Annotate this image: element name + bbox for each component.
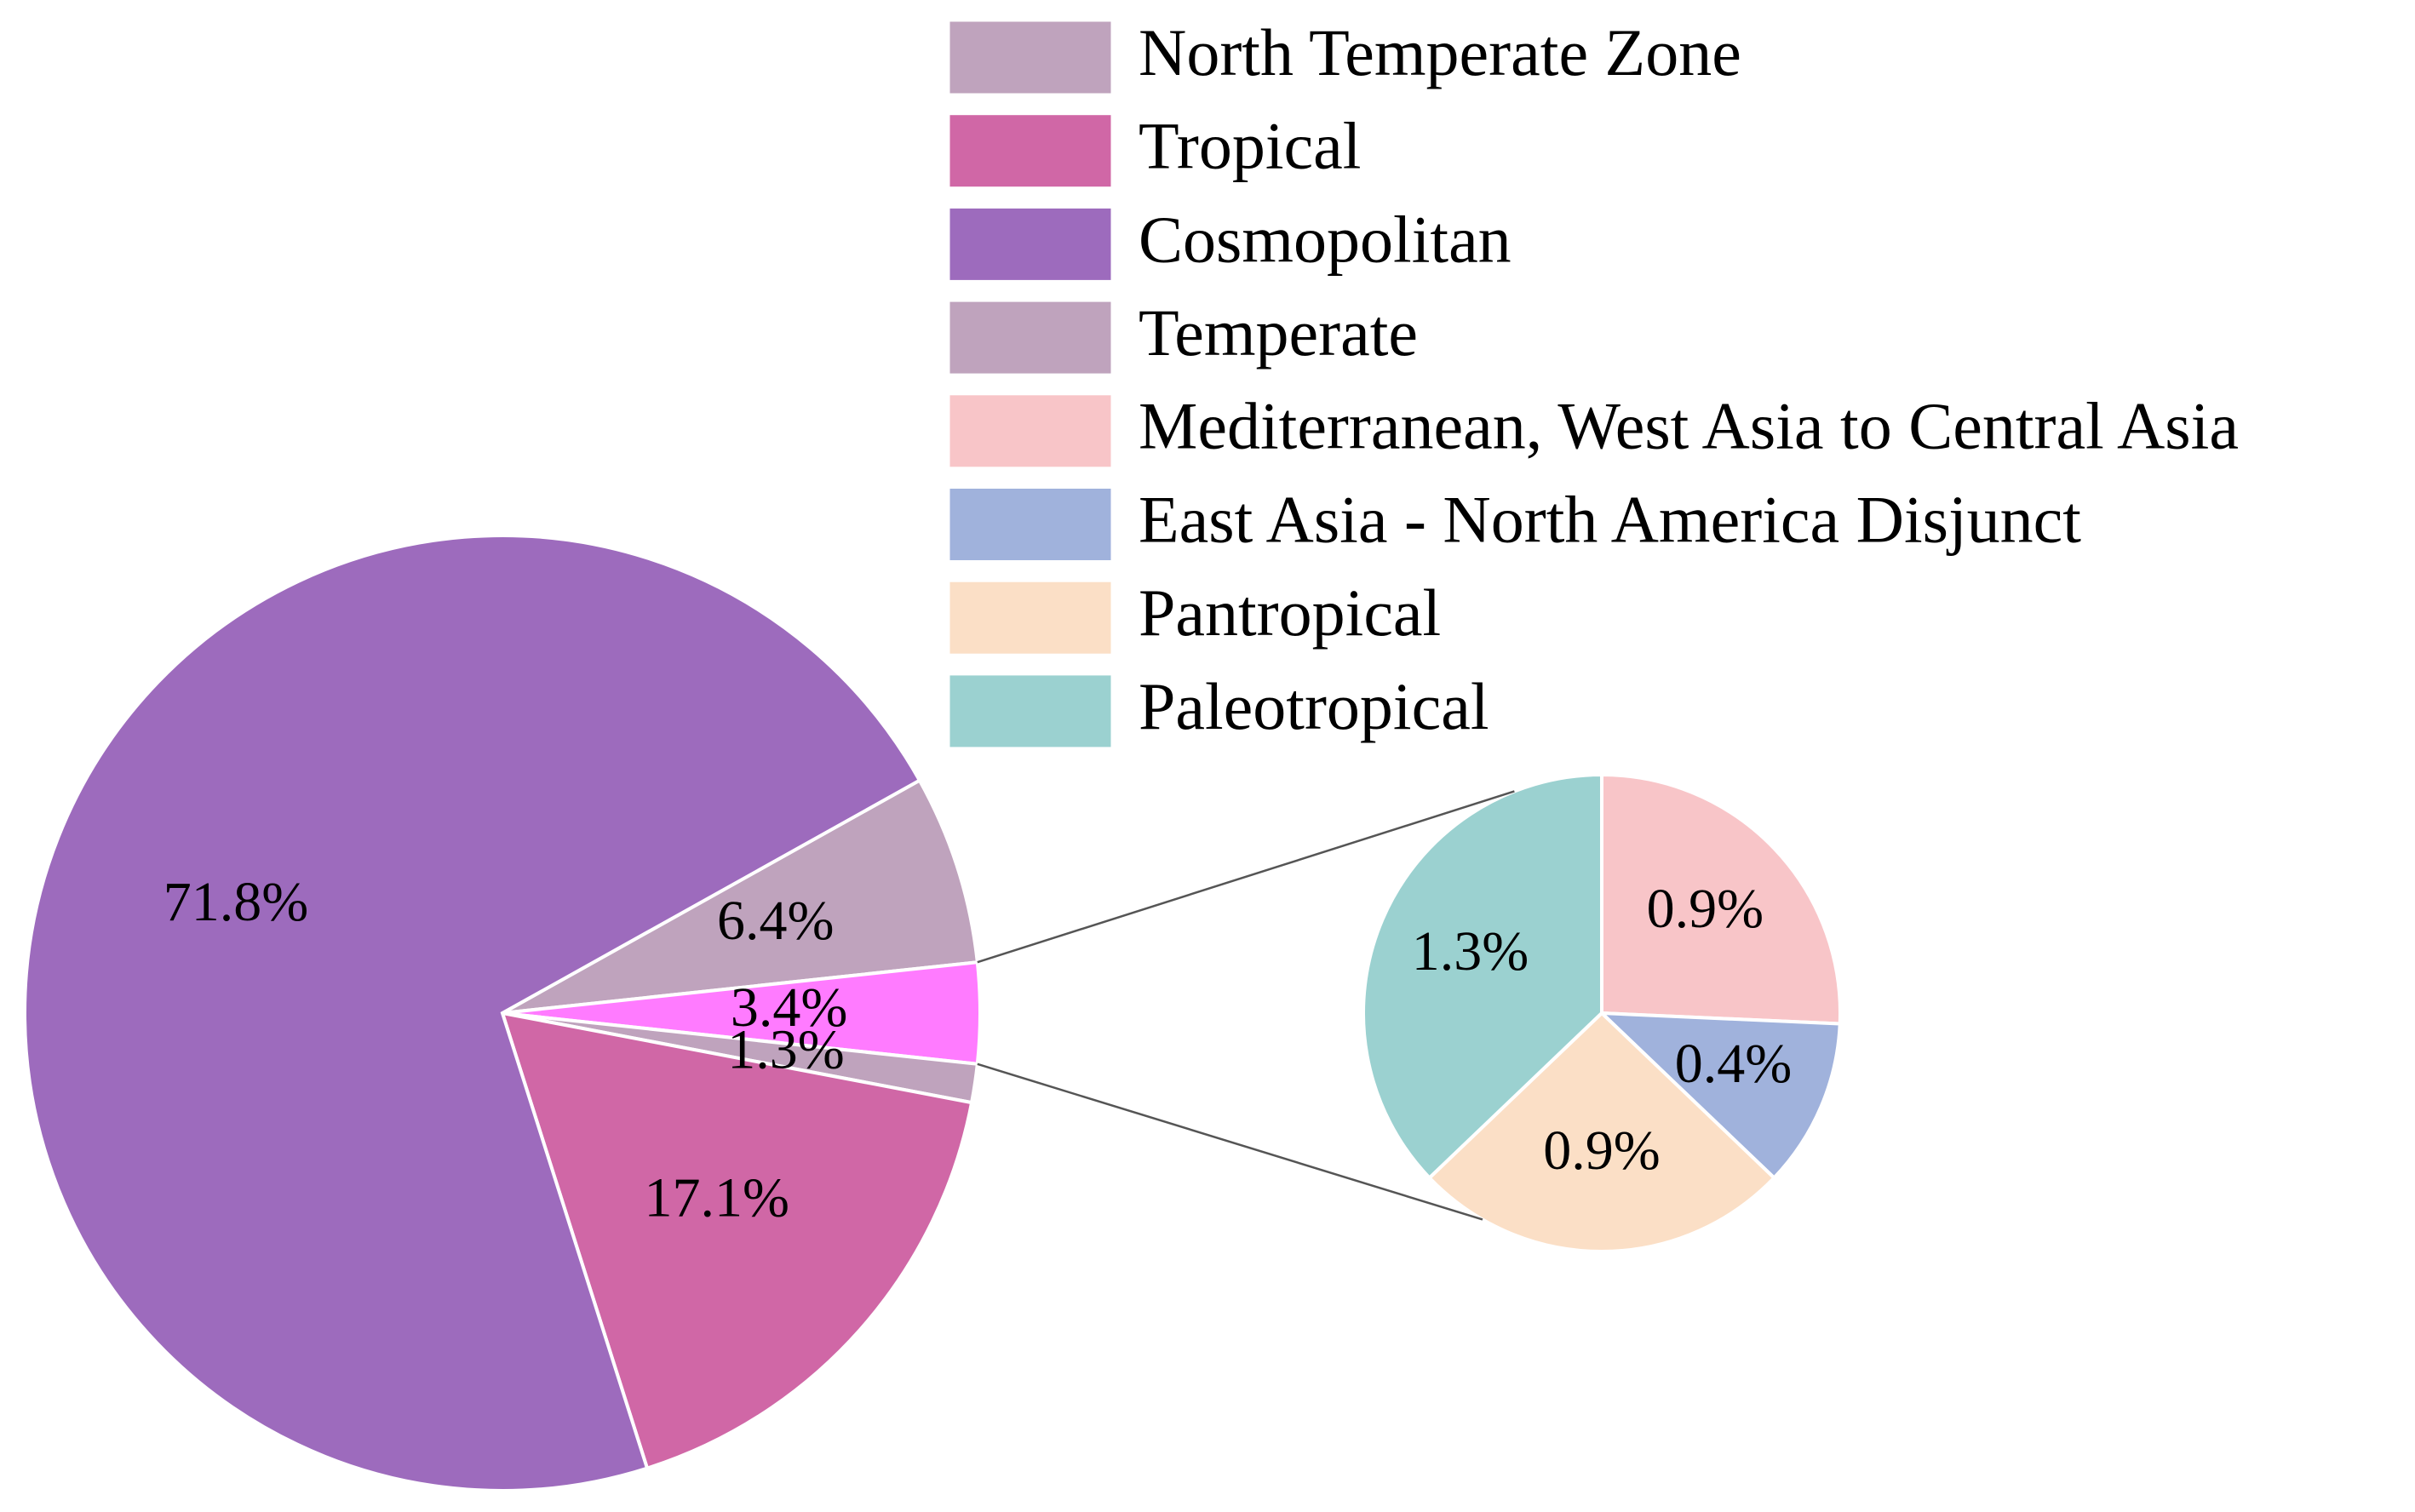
pie-wedge: [1597, 1011, 1842, 1181]
value-label: 0.9%: [1543, 1120, 1660, 1182]
legend-label: Tropical: [1139, 109, 1361, 183]
legend-label: East Asia - North America Disjunct: [1139, 482, 2081, 556]
pie-wedge: [502, 777, 980, 1015]
pie-wedge: [1362, 772, 1603, 1181]
legend-swatch: [947, 112, 1114, 190]
value-label: 6.4%: [717, 890, 834, 952]
legend-label: Temperate: [1139, 295, 1418, 369]
connector-line: [977, 1062, 1483, 1221]
value-label: 71.8%: [163, 871, 308, 933]
value-label: 0.4%: [1675, 1033, 1792, 1095]
legend-swatch: [947, 19, 1114, 96]
legend-swatch: [947, 205, 1114, 283]
legend-swatch: [947, 392, 1114, 470]
legend-label: Cosmopolitan: [1139, 202, 1512, 276]
pie-wedge: [1426, 1011, 1777, 1253]
value-label: 1.3%: [1412, 920, 1529, 982]
connector-line: [977, 790, 1515, 964]
legend-swatch: [947, 299, 1114, 376]
value-label: 0.9%: [1647, 878, 1764, 940]
legend-swatch: [947, 486, 1114, 563]
pie-wedge: [500, 1011, 974, 1471]
legend-label: Pantropical: [1139, 576, 1441, 650]
legend-label: Mediterranean, West Asia to Central Asia: [1139, 389, 2239, 463]
value-label: 3.4%: [731, 976, 847, 1039]
value-label: 17.1%: [645, 1167, 789, 1229]
pie-wedge: [23, 534, 922, 1492]
value-label: 1.3%: [727, 1019, 844, 1081]
legend-label: Paleotropical: [1139, 669, 1489, 743]
legend-swatch: [947, 579, 1114, 656]
legend-swatch: [947, 673, 1114, 750]
pie-wedge: [1600, 772, 1842, 1026]
legend-label: North Temperate Zone: [1139, 15, 1741, 89]
